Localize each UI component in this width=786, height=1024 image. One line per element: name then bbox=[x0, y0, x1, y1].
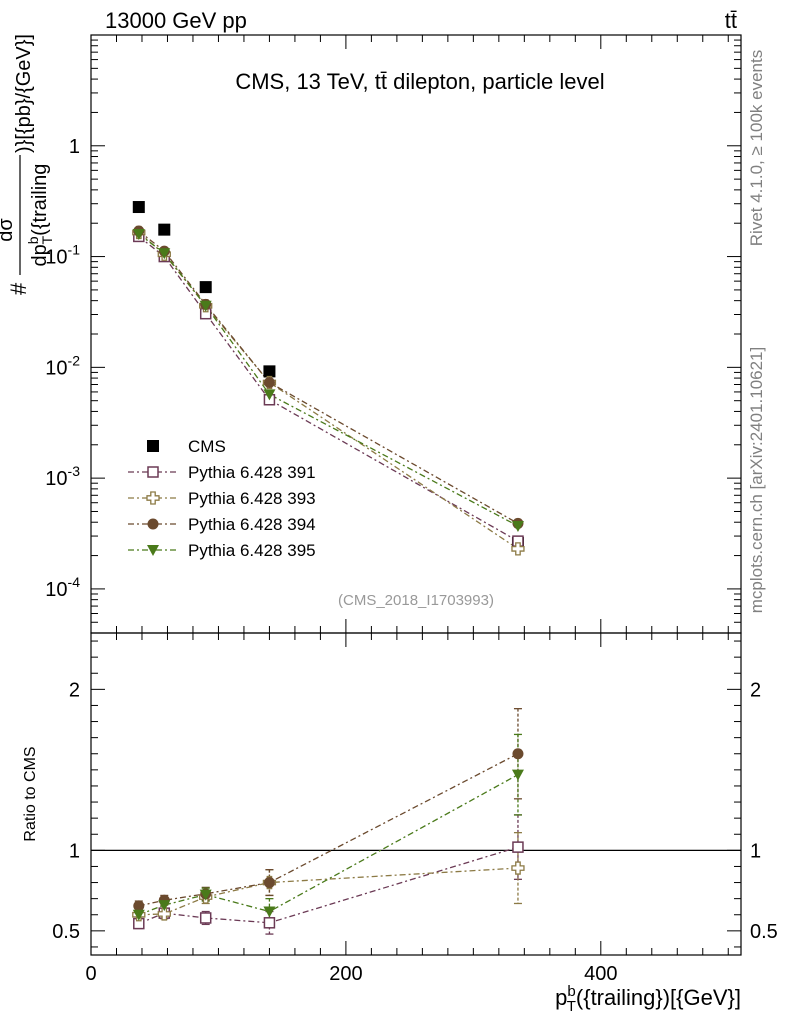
y-label-units: )}[{pb}/{GeV}] bbox=[13, 34, 35, 153]
legend-entry: CMS bbox=[147, 437, 226, 456]
y-tick-label: 10-4 bbox=[45, 574, 80, 601]
main-data-point bbox=[132, 201, 145, 214]
ratio-y-tick-label-right: 1 bbox=[750, 840, 761, 862]
ratio-data-point bbox=[132, 909, 145, 921]
ratio-y-axis-label: Ratio to CMS bbox=[22, 746, 39, 841]
ratio-data-point bbox=[263, 917, 276, 929]
ratio-data-point bbox=[511, 769, 524, 781]
main-data-point bbox=[511, 542, 525, 556]
ratio-data-point bbox=[512, 748, 524, 760]
legend-entry: Pythia 6.428 395 bbox=[128, 541, 316, 560]
header-energy-label: 13000 GeV pp bbox=[105, 8, 247, 33]
legend-marker bbox=[147, 440, 159, 452]
x-tick-label: 400 bbox=[584, 963, 617, 985]
ratio-panel-frame bbox=[90, 632, 742, 956]
main-data-point bbox=[263, 365, 276, 378]
legend-marker bbox=[146, 491, 160, 505]
ratio-data-point bbox=[158, 900, 171, 912]
mcplots-label: mcplots.cern.ch [arXiv:2401.10621] bbox=[747, 347, 766, 613]
header-process-label: tt̄ bbox=[725, 8, 737, 33]
ratio-data-point bbox=[511, 861, 525, 875]
ratio-data-point bbox=[512, 841, 524, 853]
y-tick-label: 10-2 bbox=[45, 352, 80, 379]
y-tick-label: 10-3 bbox=[45, 463, 80, 490]
legend-label: Pythia 6.428 391 bbox=[188, 463, 316, 482]
main-y-axis-label: # dσ dpbT({trailing )}[{pb}/{GeV}] bbox=[0, 34, 55, 295]
y-label-numerator: dσ bbox=[0, 218, 17, 242]
y-label-hash: # bbox=[6, 282, 31, 295]
ratio-data-point bbox=[199, 889, 212, 901]
legend-entry: Pythia 6.428 394 bbox=[128, 515, 316, 534]
rivet-version-label: Rivet 4.1.0, ≥ 100k events bbox=[747, 50, 766, 246]
main-data-point bbox=[199, 281, 212, 294]
ratio-data-point bbox=[263, 877, 275, 889]
main-data-point bbox=[511, 520, 524, 532]
main-data-point bbox=[158, 223, 171, 236]
legend-label: Pythia 6.428 395 bbox=[188, 541, 316, 560]
ratio-data-point bbox=[199, 912, 212, 924]
ratio-series-line bbox=[138, 867, 518, 916]
main-title: CMS, 13 TeV, tt̄ dilepton, particle leve… bbox=[235, 69, 604, 94]
ratio-data-point bbox=[263, 906, 276, 918]
ratio-y-tick-label-left: 1 bbox=[69, 840, 80, 862]
ratio-y-tick-label-right: 0.5 bbox=[750, 921, 778, 943]
main-data-point bbox=[263, 376, 275, 388]
x-axis-label: pb T({trailing})[{GeV}] bbox=[555, 983, 741, 1015]
ratio-data-point bbox=[133, 900, 145, 912]
y-label-denominator: dpbT({trailing bbox=[25, 164, 55, 267]
y-tick-label: 10-1 bbox=[45, 242, 80, 269]
legend-marker bbox=[147, 545, 159, 556]
legend-label: Pythia 6.428 393 bbox=[188, 489, 316, 508]
ratio-y-tick-label-left: 0.5 bbox=[52, 921, 80, 943]
main-data-point bbox=[263, 389, 276, 401]
main-data-point bbox=[158, 248, 171, 260]
main-data-point bbox=[199, 300, 212, 312]
analysis-id-watermark: (CMS_2018_I1703993) bbox=[338, 592, 494, 609]
legend-entry: Pythia 6.428 393 bbox=[128, 489, 316, 508]
y-tick-label: 1 bbox=[69, 136, 80, 158]
legend-entry: Pythia 6.428 391 bbox=[128, 463, 316, 482]
legend-marker bbox=[147, 466, 159, 478]
main-data-point bbox=[132, 228, 145, 240]
x-tick-label: 200 bbox=[329, 963, 362, 985]
main-series-line bbox=[138, 233, 519, 527]
ratio-series-line bbox=[138, 846, 519, 925]
legend-label: CMS bbox=[188, 437, 226, 456]
legend-label: Pythia 6.428 394 bbox=[188, 515, 316, 534]
legend-marker bbox=[147, 518, 159, 530]
ratio-data-point bbox=[157, 907, 171, 921]
x-tick-label: 0 bbox=[85, 963, 96, 985]
ratio-series-line bbox=[138, 753, 519, 907]
ratio-series-line bbox=[138, 774, 519, 916]
ratio-y-tick-label-left: 2 bbox=[69, 679, 80, 701]
ratio-y-tick-label-right: 2 bbox=[750, 679, 761, 701]
